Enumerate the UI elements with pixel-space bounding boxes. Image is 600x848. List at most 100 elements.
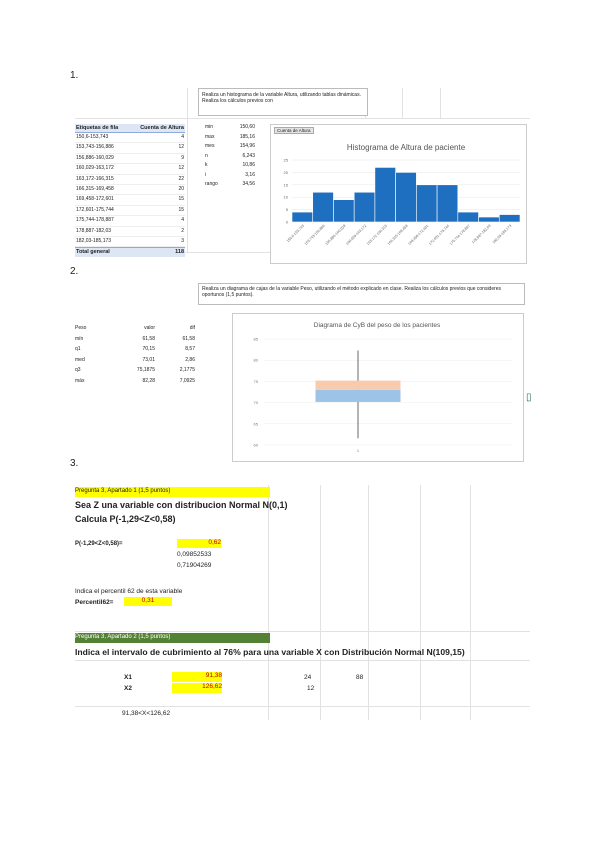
row-count: 3 [181,237,184,244]
result-cell: 0,31 [124,597,172,606]
row-label: 169,458-172,601 [76,196,114,203]
x-tick-label: 178,887-182,03 [471,224,492,245]
cell-line [268,485,269,720]
row-label: máx [75,377,85,384]
cell-line [470,485,471,720]
x-tick-label: 160,029-163,172 [345,224,367,246]
bar [291,211,314,223]
pivot-row: 175,744-178,887 4 [75,216,185,227]
row-count: 4 [181,217,184,224]
row-label: 166,315-169,458 [76,185,114,192]
stat-label: i [205,171,207,178]
row-count: 15 [178,196,184,203]
instruction-box: Realiza un diagrama de cajas de la varia… [198,283,525,305]
stat-value: 150,60 [239,124,255,130]
x-tick-label: 169,458-172,601 [407,224,429,246]
row-label: 160,029-163,172 [76,165,114,172]
cell-line [75,631,530,632]
field-button[interactable]: Cuenta de Altura [274,127,314,134]
y-tick-label: 5 [286,207,289,212]
box-plot: Diagrama de CyB del peso de los paciente… [254,322,512,453]
stat-label: mes [205,143,215,149]
result-cell: 91,38 [172,672,222,682]
instruction: Realiza un diagrama de cajas de la varia… [202,286,502,298]
total-value: 118 [175,249,184,256]
row-count: 12 [178,144,184,151]
stat-value: 6,243 [242,152,255,159]
bar [478,216,500,223]
histogram: Histograma de Altura de paciente 0 5 10 15 20… [284,143,521,246]
x-tick-label: 150,6-153,743 [286,224,305,243]
pivot-row: 182,03-185,173 3 [75,237,185,248]
stat-label: k [205,162,208,168]
cell-value: 24 [304,674,312,681]
header-cell: Cuenta de Altura [140,125,184,131]
cell-value: 0,71904269 [177,562,212,569]
pivot-row: 166,315-169,458 20 [75,185,185,196]
stat-value: 154,96 [239,143,255,149]
cell-line [75,706,530,707]
row-count: 9 [181,154,184,161]
pivot-table: Etiquetas de fila Cuenta de Altura 150,6… [75,124,185,258]
section-label: 2. [70,266,79,277]
pivot-row: 156,886-160,029 9 [75,154,185,165]
pivot-row: 169,458-172,601 15 [75,195,185,206]
cell-line [187,88,188,253]
part-header: Pregunta 3, Apartado 1 (1,5 puntos) [75,487,270,497]
cell-value: 75,1875 [136,367,155,373]
row-count: 22 [178,175,184,182]
cell-value: 91,38<X<126,62 [122,710,171,717]
cell-value: 8,57 [185,346,195,352]
pivot-row: 178,887-182,03 2 [75,227,185,237]
cell-value: 7,0925 [179,377,195,384]
y-tick-label: 20 [284,170,289,175]
row-label: q1 [75,346,81,352]
stat-value: 3,16 [245,171,255,178]
question-line: Sea Z una variable con distribucion Norm… [75,500,288,510]
cell-value: 0,09852533 [177,551,212,558]
pivot-row: 163,172-166,315 22 [75,175,185,185]
cell-line [402,88,403,118]
row-label: med [75,356,85,363]
bar [312,191,334,223]
result-cell: 126,62 [172,683,222,693]
row-label: 153,743-156,886 [76,144,114,151]
bar [353,191,376,223]
x-tick-label: 182,03-185,173 [492,224,513,245]
cell-value: 2,1775 [179,367,195,373]
y-tick-label: 70 [254,400,259,405]
pivot-total: Total general 118 [75,247,185,258]
y-tick-label: 75 [254,379,259,384]
pivot-row: 160,029-163,172 12 [75,164,185,175]
row-label: q3 [75,367,81,373]
pivot-header: Etiquetas de fila Cuenta de Altura [75,124,185,133]
y-tick-label: 15 [284,182,289,187]
header-cell: dif [189,325,195,331]
cell-value: 61,58 [142,335,155,342]
row-label: 156,886-160,029 [76,154,114,161]
cell-line [368,485,369,720]
stat-value: 185,16 [239,133,255,140]
cell-value: 61,58 [182,335,195,342]
stat-label: min [205,124,214,130]
row-label: 163,172-166,315 [76,175,114,182]
y-tick-label: 80 [254,358,259,363]
y-tick-label: 65 [254,421,259,426]
y-tick-label: 85 [254,337,259,342]
chart-title: Diagrama de CyB del peso de los paciente… [314,322,441,329]
row-label: 182,03-185,173 [76,237,112,244]
header-cell: Etiquetas de fila [76,125,119,131]
cell-line [420,485,421,720]
bar [395,172,417,223]
stat-value: 34,56 [242,181,255,187]
part-header: Pregunta 3, Apartado 2 (1,5 puntos) [75,633,270,643]
question-line: Indica el percentil 62 de esta variable [75,588,183,595]
cell-label: P(-1,29<Z<0,58)= [75,541,123,547]
bar [498,214,521,223]
row-label: 175,744-178,887 [76,217,114,224]
row-count: 2 [181,227,184,234]
x-tick-label: 153,743-156,886 [304,224,326,246]
bar [374,167,396,223]
total-label: Total general [76,249,110,256]
